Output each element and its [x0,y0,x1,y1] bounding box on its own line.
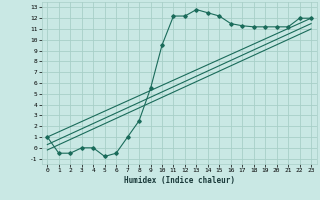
X-axis label: Humidex (Indice chaleur): Humidex (Indice chaleur) [124,176,235,185]
